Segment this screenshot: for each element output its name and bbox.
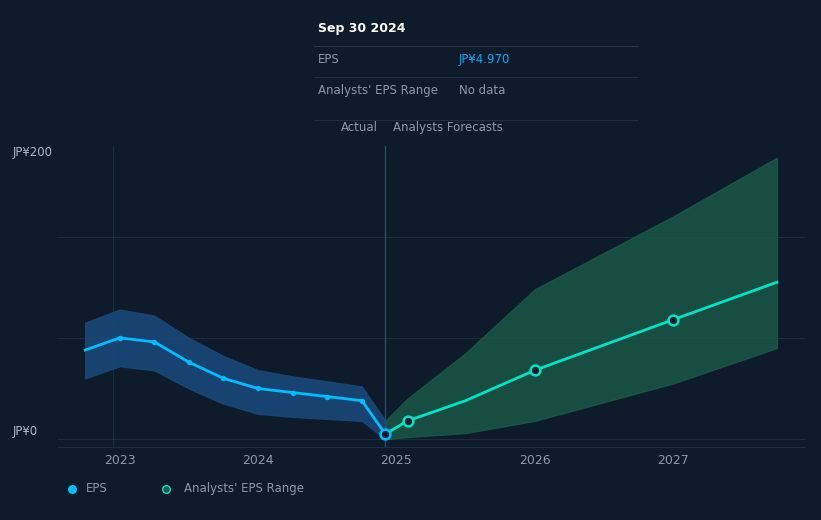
Text: JP¥4.970: JP¥4.970 <box>459 53 511 66</box>
Point <box>378 430 392 438</box>
Text: Sep 30 2024: Sep 30 2024 <box>318 22 405 35</box>
Text: No data: No data <box>459 84 505 97</box>
Point <box>113 334 126 342</box>
Point <box>401 417 414 425</box>
Text: Analysts Forecasts: Analysts Forecasts <box>392 121 502 134</box>
Point <box>667 316 680 324</box>
Text: EPS: EPS <box>318 53 339 66</box>
Point <box>321 393 334 401</box>
Point <box>355 396 369 405</box>
Text: Analysts' EPS Range: Analysts' EPS Range <box>318 84 438 97</box>
Text: JP¥0: JP¥0 <box>12 424 38 437</box>
Point <box>528 366 541 374</box>
Text: Analysts' EPS Range: Analysts' EPS Range <box>185 483 305 495</box>
Point <box>182 358 195 367</box>
Text: EPS: EPS <box>86 483 108 495</box>
Point <box>160 485 173 493</box>
Point <box>251 384 264 393</box>
Text: JP¥200: JP¥200 <box>12 146 53 159</box>
Point <box>217 374 230 383</box>
Point <box>286 388 299 397</box>
Text: Actual: Actual <box>341 121 378 134</box>
Point <box>148 338 161 346</box>
Point <box>66 485 79 493</box>
